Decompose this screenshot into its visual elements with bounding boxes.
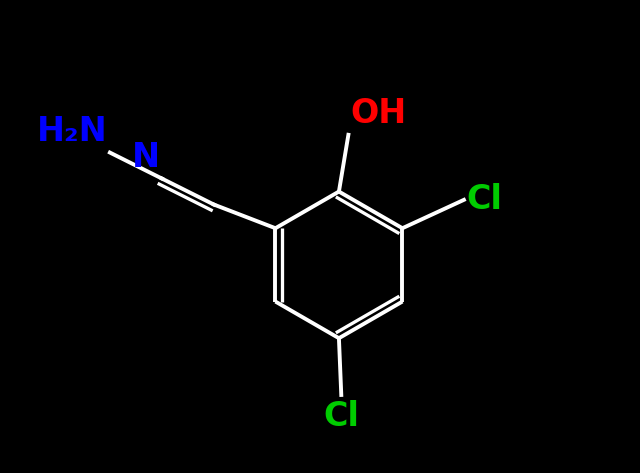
Text: H₂N: H₂N	[36, 115, 108, 148]
Text: Cl: Cl	[323, 400, 359, 433]
Text: Cl: Cl	[467, 184, 502, 216]
Text: OH: OH	[351, 97, 407, 130]
Text: N: N	[131, 141, 159, 174]
